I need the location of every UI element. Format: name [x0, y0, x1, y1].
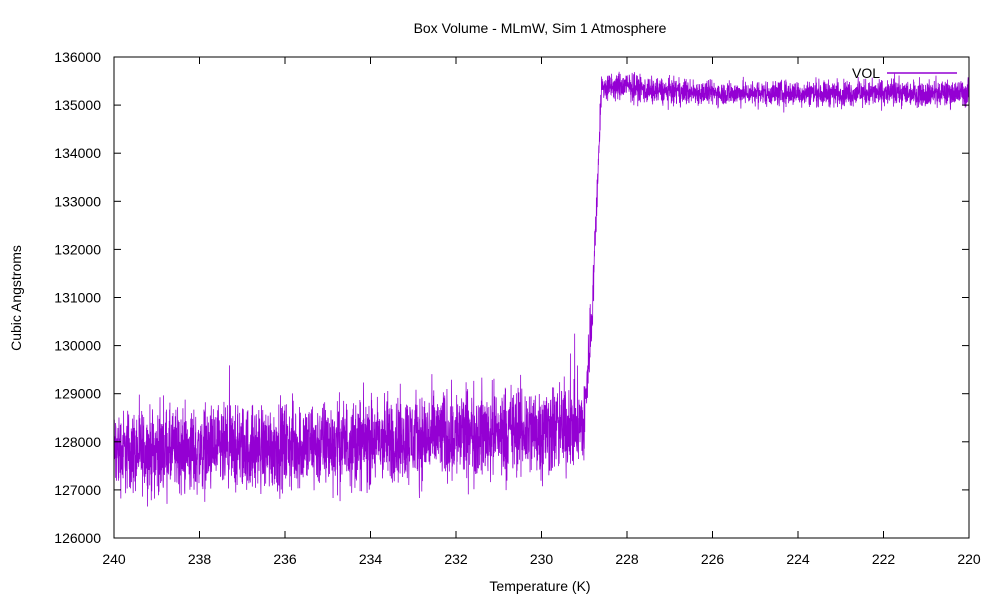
x-tick-label: 234: [359, 551, 383, 567]
y-tick-label: 134000: [54, 145, 101, 161]
y-tick-label: 132000: [54, 241, 101, 257]
x-tick-label: 240: [102, 551, 126, 567]
y-tick-label: 126000: [54, 530, 101, 546]
plot-frame: [113, 56, 970, 539]
y-axis-label: Cubic Angstroms: [8, 245, 24, 351]
x-tick-label: 238: [188, 551, 212, 567]
x-tick-label: 232: [444, 551, 468, 567]
y-tick-label: 131000: [54, 290, 101, 306]
y-tick-label: 136000: [54, 49, 101, 65]
chart-title: Box Volume - MLmW, Sim 1 Atmosphere: [414, 20, 667, 36]
legend: VOL: [852, 65, 957, 81]
x-tick-label: 236: [273, 551, 297, 567]
y-tick-label: 129000: [54, 386, 101, 402]
x-tick-label: 226: [701, 551, 725, 567]
legend-label: VOL: [852, 65, 880, 81]
y-tick-label: 128000: [54, 434, 101, 450]
y-tick-label: 130000: [54, 338, 101, 354]
x-tick-label: 224: [786, 551, 810, 567]
x-tick-label: 220: [957, 551, 981, 567]
x-axis-label: Temperature (K): [489, 578, 590, 594]
x-tick-label: 222: [872, 551, 896, 567]
y-tick-label: 127000: [54, 482, 101, 498]
tick-labels: 240 238 236 234 232 230 228 226 224 222 220 126000 1…: [54, 49, 981, 567]
series-layer: [113, 71, 970, 507]
series-line: [113, 71, 970, 507]
x-tick-label: 228: [615, 551, 639, 567]
x-tick-label: 230: [530, 551, 554, 567]
y-tick-label: 135000: [54, 97, 101, 113]
y-tick-label: 133000: [54, 193, 101, 209]
